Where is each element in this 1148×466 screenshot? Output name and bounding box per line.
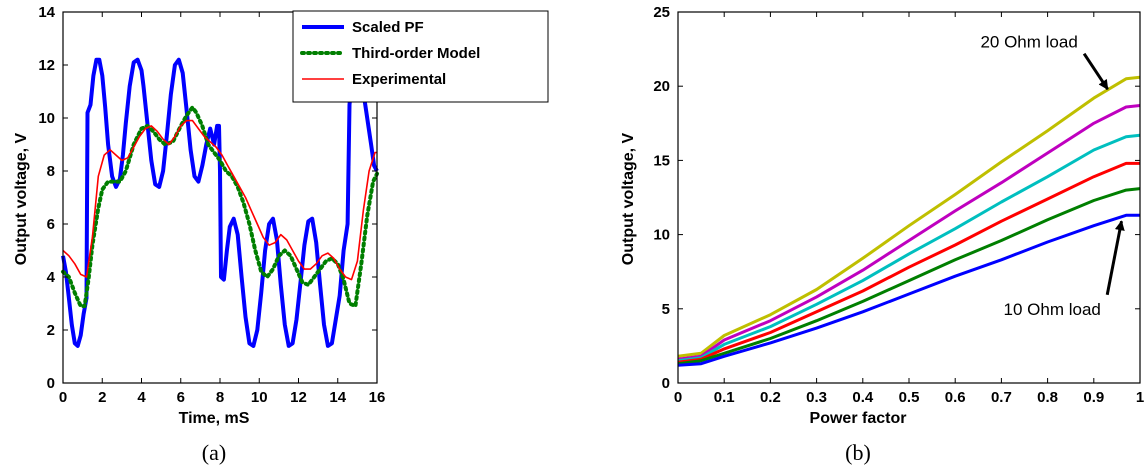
annotation-arrow-20-ohm-load (1082, 52, 1109, 91)
annotation-10-ohm-load: 10 Ohm load (1004, 300, 1101, 319)
panel-b-series-series-6 (677, 213, 1140, 367)
annotation-arrow-10-ohm-load (1105, 220, 1125, 296)
panel-b-xtick-label: 0.6 (945, 389, 966, 406)
legend-label-scaled-pf: Scaled PF (352, 19, 424, 36)
panel-a-ytick-label: 8 (47, 163, 55, 180)
panel-b-xtick-label: 0.2 (760, 389, 781, 406)
panel-b-series-series-3 (677, 133, 1141, 363)
panel-a-ytick-label: 0 (47, 375, 55, 392)
panel-b-xtick-label: 0.5 (899, 389, 920, 406)
panel-b-caption: (b) (845, 440, 871, 465)
panel-a-ytick-label: 2 (47, 322, 55, 339)
panel-b-xtick-label: 0.7 (991, 389, 1012, 406)
legend-label-third-order-model: Third-order Model (352, 45, 480, 62)
panel-a-xtick-label: 16 (369, 389, 386, 406)
panel-a-xlabel: Time, mS (179, 410, 250, 427)
panel-b-ytick-label: 0 (662, 375, 670, 392)
panel-b-xtick-label: 0.4 (852, 389, 874, 406)
panel-a-ytick-label: 14 (38, 4, 55, 21)
panel-b-xtick-label: 0.1 (714, 389, 735, 406)
panel-b-xtick-label: 0 (674, 389, 682, 406)
panel-b-plot: 0 0.1 0.2 0.3 0.4 0.5 0.6 0.7 0.8 0.9 10510152025 … (620, 4, 1144, 465)
panel-b-xtick-label: 0.8 (1037, 389, 1058, 406)
panel-a-series-experimental (62, 119, 377, 281)
panel-a-xtick-label: 14 (329, 389, 346, 406)
panel-a-xtick-label: 2 (98, 389, 106, 406)
panel-a-xtick-label: 10 (251, 389, 268, 406)
panel-b-ytick-label: 15 (653, 152, 670, 169)
panel-a-xtick-label: 6 (177, 389, 185, 406)
panel-b-series-series-4 (677, 161, 1140, 364)
panel-a-xtick-label: 0 (59, 389, 67, 406)
panel-b-xlabel: Power factor (810, 410, 907, 427)
panel-a-xtick-label: 8 (216, 389, 224, 406)
panel-a-caption: (a) (202, 440, 226, 465)
panel-b-annotations: 20 Ohm load 10 Ohm load (980, 33, 1125, 319)
panel-b-ytick-label: 20 (653, 78, 670, 95)
panel-a-ytick-label: 6 (47, 216, 55, 233)
panel-b-xtick-label: 0.3 (806, 389, 827, 406)
panel-b-series-series-5 (677, 187, 1141, 366)
panel-a-xtick-label: 12 (290, 389, 307, 406)
panel-b-series-series-2 (677, 104, 1141, 361)
panel-b-xtick-label: 0.9 (1083, 389, 1104, 406)
panel-a-ytick-label: 10 (38, 110, 55, 127)
panel-b-series-series-1 (677, 75, 1141, 358)
panel-a-xtick-label: 4 (137, 389, 146, 406)
panel-a-plot: 0 2 4 6 8 10 12 14 16 0 2 4 6 8 10 12 14 Time, mS Output… (13, 4, 549, 465)
panel-b-ylabel: Output voltage, V (620, 132, 637, 265)
panel-b-ytick-label: 25 (653, 4, 670, 21)
panel-b-ytick-label: 5 (662, 301, 670, 318)
panel-a-plot-area: 0 2 4 6 8 10 12 14 16 0 2 4 6 8 10 12 14 (38, 4, 385, 406)
panel-b-xtick-label: 1 (1136, 389, 1144, 406)
annotation-20-ohm-load: 20 Ohm load (980, 33, 1077, 52)
legend-label-experimental: Experimental (352, 71, 446, 88)
panel-a-ytick-label: 4 (47, 269, 56, 286)
panel-a-series-third-order-model (61, 105, 379, 309)
panel-b-ytick-label: 10 (653, 227, 670, 244)
panel-a-legend: Scaled PF Third-order Model Experimental (292, 10, 549, 103)
panel-a-ytick-label: 12 (38, 57, 55, 74)
panel-b-axes-frame (677, 11, 1141, 384)
panel-a-series-scaled-pf (61, 57, 379, 348)
panel-a-ylabel: Output voltage, V (13, 132, 30, 265)
